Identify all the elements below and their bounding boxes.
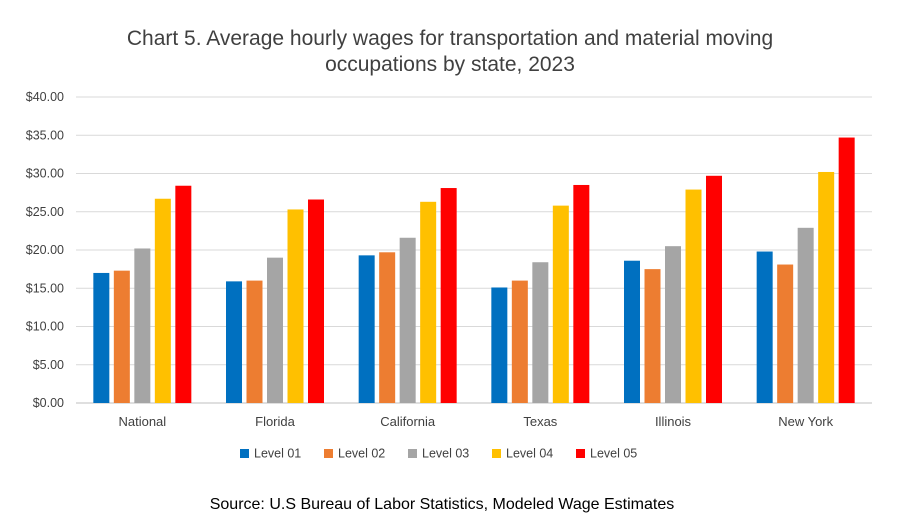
bar [818,171,835,403]
bar [552,205,569,403]
y-axis-tick-labels: $0.00 $5.00 $10.00 $15.00 $20.00 $25.00 $30.00… [26,90,64,410]
y-tick-label: $15.00 [26,281,64,295]
y-tick-label: $40.00 [26,90,64,104]
x-category-label: California [380,414,436,429]
x-category-label: Illinois [655,414,692,429]
y-tick-label: $30.00 [26,167,64,181]
bar [308,199,324,403]
bar [226,281,242,403]
bar [440,188,457,403]
bar [287,209,304,403]
legend-label: Level 02 [338,447,385,461]
legend-swatch [240,449,249,458]
bar [706,175,722,403]
legend-swatch [576,449,585,458]
y-tick-label: $5.00 [33,358,64,372]
bar [624,260,640,403]
x-category-label: Florida [255,414,296,429]
legend-label: Level 05 [590,447,637,461]
bar [644,269,661,403]
bar [838,137,855,404]
chart-title-line-2: occupations by state, 2023 [325,53,575,76]
bar [777,264,794,403]
bar [491,287,508,403]
bar [134,248,151,403]
bar [399,237,416,403]
bar [573,184,590,403]
bar [113,270,130,403]
bar [267,257,283,403]
x-axis-category-labels: National Florida California Texas Illinois Ne… [118,414,833,429]
bar [532,262,549,403]
y-tick-label: $25.00 [26,205,64,219]
bar [797,227,814,403]
legend: Level 01 Level 02 Level 03 Level 04 Level 05 [240,447,637,461]
legend-swatch [492,449,501,458]
bar [665,246,681,403]
bar [246,280,263,403]
legend-swatch [324,449,333,458]
y-tick-label: $0.00 [33,396,64,410]
chart-title-line-1: Chart 5. Average hourly wages for transp… [127,27,773,50]
bar [358,255,375,403]
legend-label: Level 03 [422,447,469,461]
x-category-label: Texas [523,414,557,429]
gridlines [76,96,872,404]
bar [379,252,396,403]
bar [511,280,528,403]
bar [154,198,171,403]
bars [93,137,855,404]
x-category-label: National [118,414,166,429]
source-note: Source: U.S Bureau of Labor Statistics, … [210,496,675,513]
bar [420,201,437,403]
legend-label: Level 01 [254,447,301,461]
legend-swatch [408,449,417,458]
bar [685,189,702,403]
bar [93,272,110,403]
y-tick-label: $20.00 [26,243,64,257]
bar [756,251,773,403]
legend-label: Level 04 [506,447,553,461]
x-category-label: New York [778,414,833,429]
y-tick-label: $10.00 [26,320,64,334]
y-tick-label: $35.00 [26,128,64,142]
bar [175,185,192,403]
